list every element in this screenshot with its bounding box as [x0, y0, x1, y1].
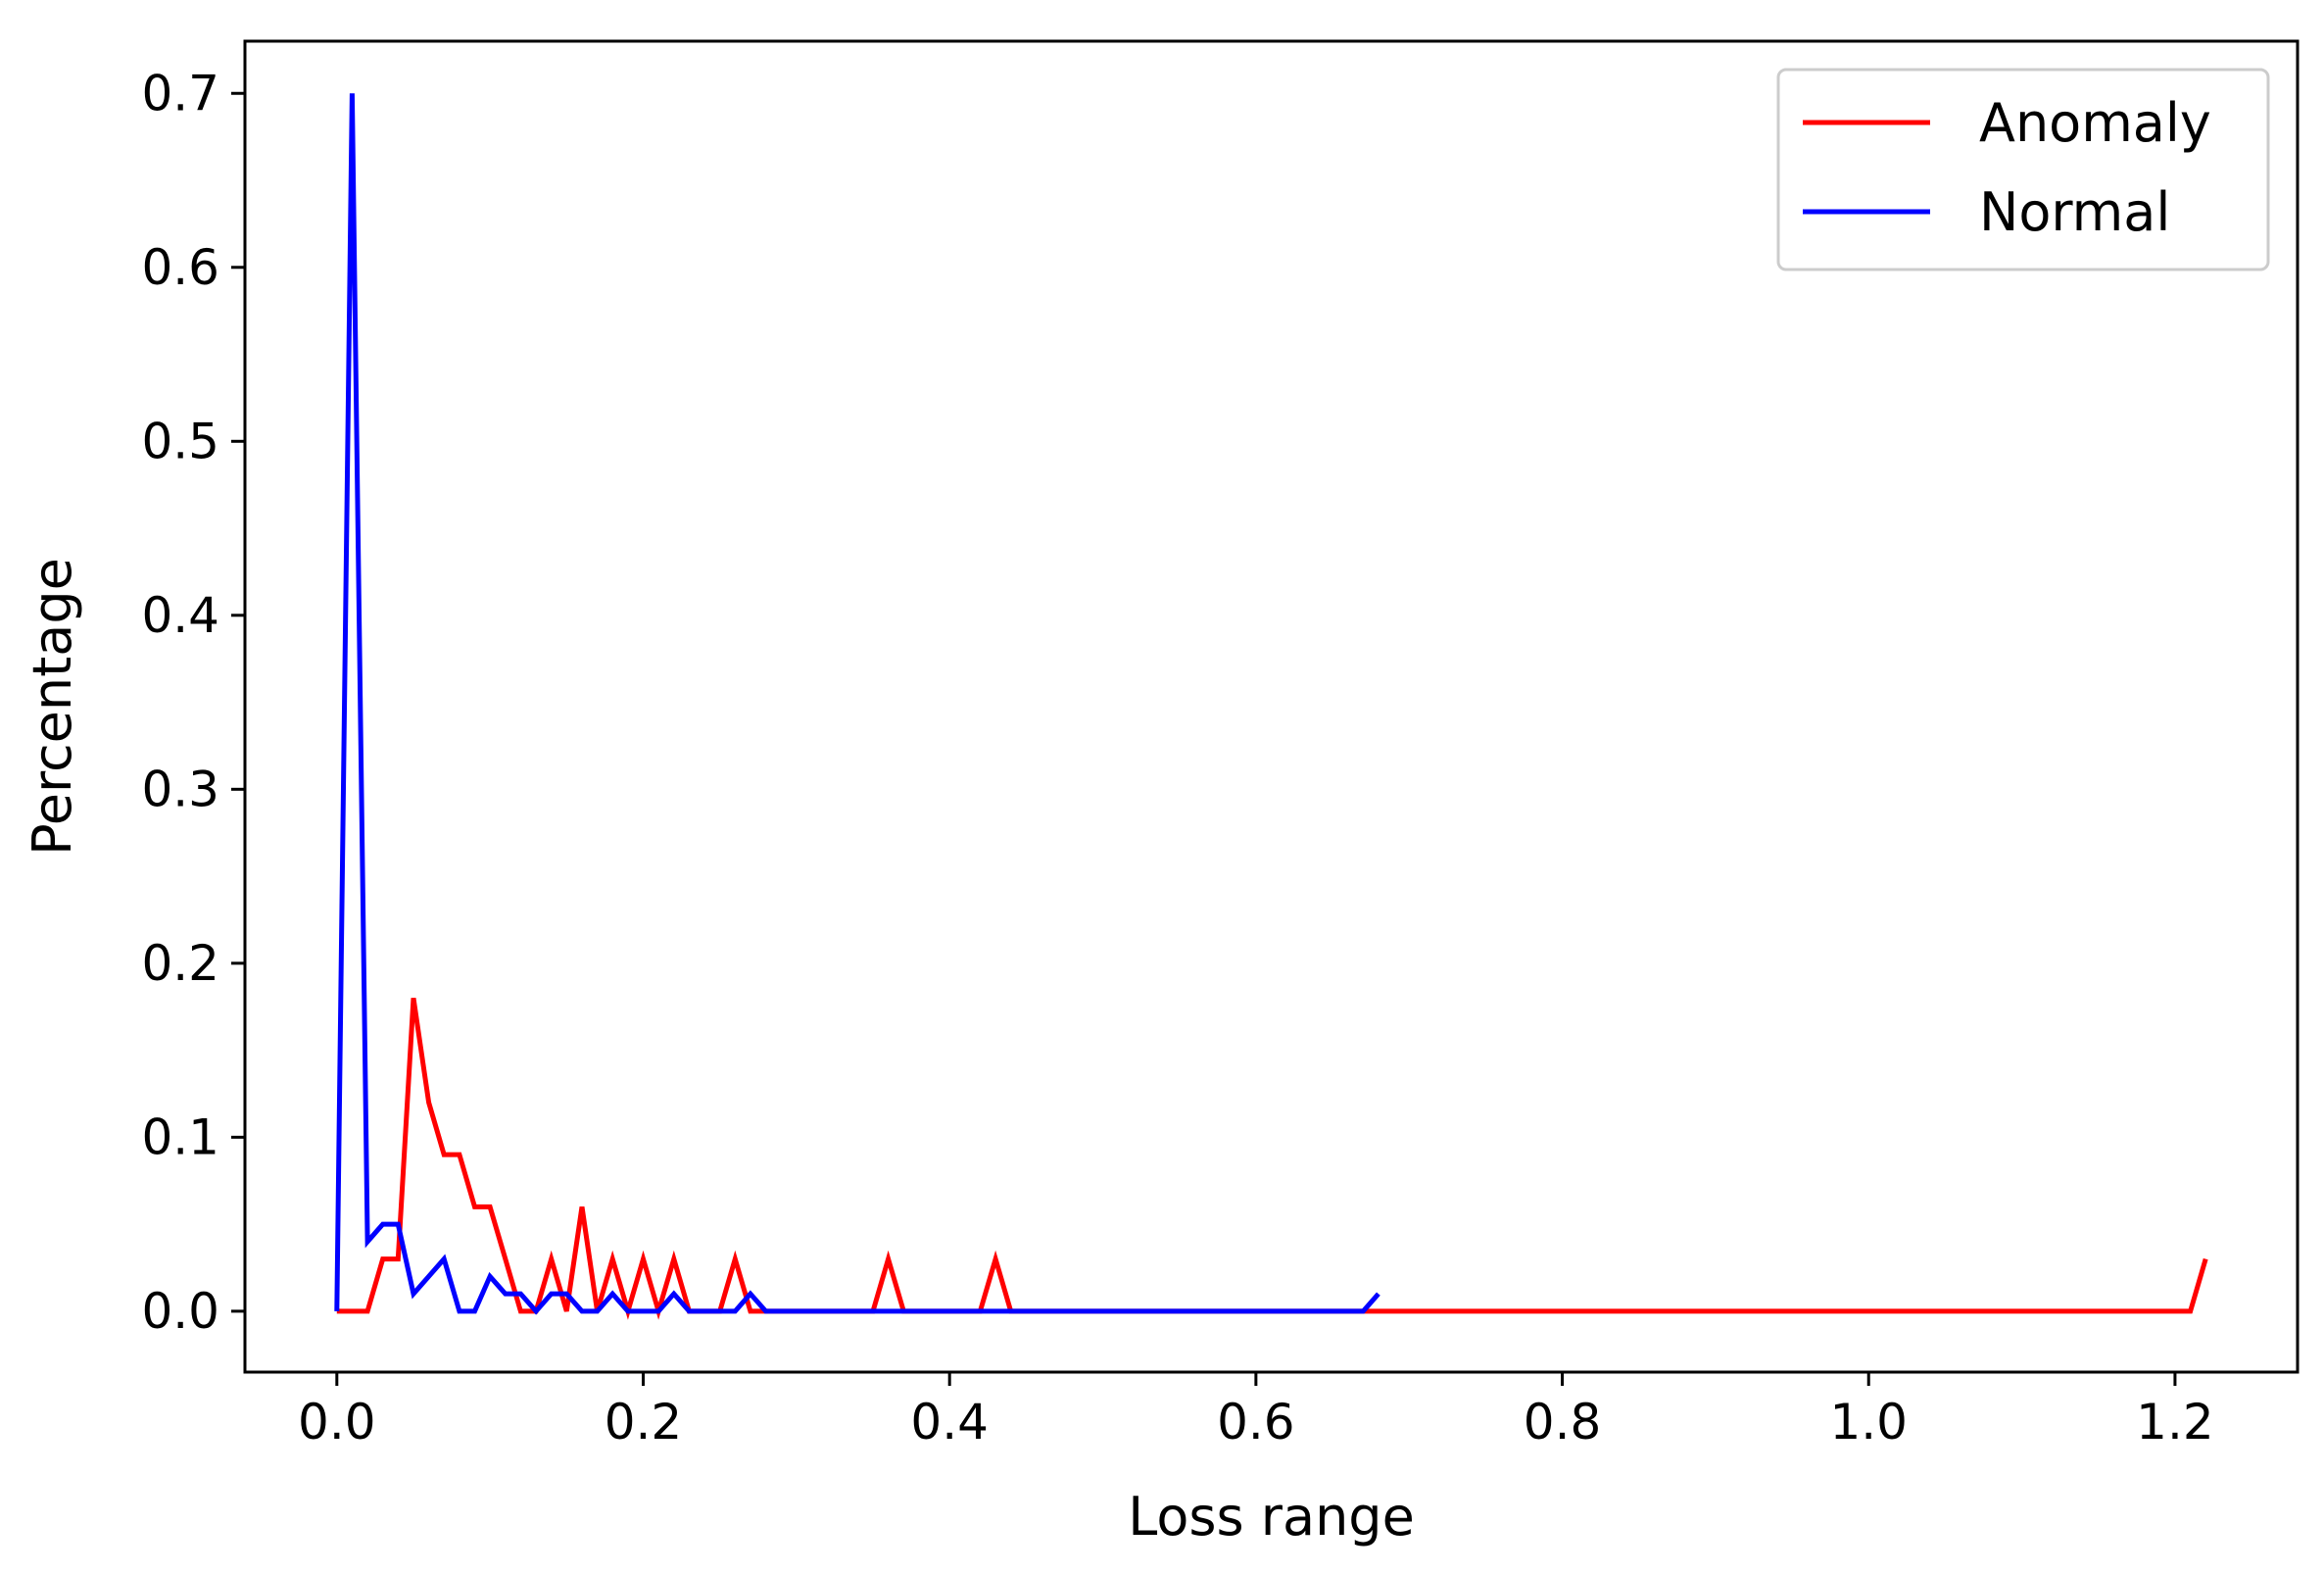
y-axis-ticks: 0.0 0.1 0.2 0.3 0.4 0.5 0.6 0.7 [141, 65, 245, 1340]
y-tick-label: 0.2 [141, 935, 219, 992]
legend-box [1776, 68, 2270, 271]
x-tick-label: 0.6 [1217, 1394, 1295, 1451]
x-tick-label: 1.2 [2136, 1394, 2214, 1451]
legend: Anomaly Normal [1776, 68, 2270, 271]
legend-label-anomaly: Anomaly [1979, 92, 2211, 154]
y-tick-label: 0.0 [141, 1283, 219, 1340]
x-tick-label: 0.0 [298, 1394, 376, 1451]
y-tick-label: 0.4 [141, 587, 219, 644]
y-tick-label: 0.1 [141, 1108, 219, 1165]
series-line-normal [334, 93, 1380, 1315]
y-tick-label: 0.6 [141, 239, 219, 296]
x-tick-label: 0.8 [1524, 1394, 1602, 1451]
y-tick-label: 0.3 [141, 761, 219, 817]
series-layer [334, 93, 2208, 1320]
x-axis-ticks: 0.0 0.2 0.4 0.6 0.8 1.0 1.2 [298, 1372, 2214, 1451]
series-line-anomaly [336, 997, 2208, 1320]
legend-label-normal: Normal [1979, 181, 2170, 243]
x-tick-label: 1.0 [1829, 1394, 1908, 1451]
y-axis-title: Percentage [22, 558, 83, 856]
plot-frame [243, 39, 2300, 1374]
x-tick-label: 0.4 [910, 1394, 989, 1451]
y-tick-label: 0.7 [141, 65, 219, 122]
x-axis-title: Loss range [1128, 1486, 1415, 1548]
y-tick-label: 0.5 [141, 413, 219, 469]
x-tick-label: 0.2 [605, 1394, 683, 1451]
